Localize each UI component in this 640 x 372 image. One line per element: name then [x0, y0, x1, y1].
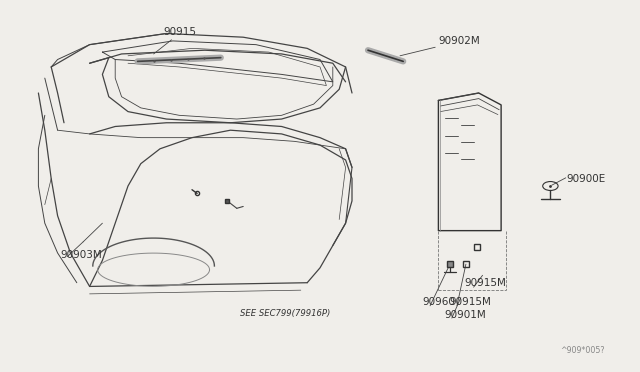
Text: SEE SEC799(79916P): SEE SEC799(79916P) — [240, 309, 330, 318]
Text: 90915: 90915 — [163, 27, 196, 37]
Text: ^909*005?: ^909*005? — [560, 346, 605, 355]
Text: 90960: 90960 — [422, 297, 455, 307]
Text: 90901M: 90901M — [445, 310, 486, 320]
Text: 90915M: 90915M — [449, 297, 491, 307]
Text: 90902M: 90902M — [438, 36, 480, 46]
Text: 90915M: 90915M — [465, 278, 506, 288]
Text: 90900E: 90900E — [566, 174, 605, 183]
Text: 90903M: 90903M — [61, 250, 102, 260]
